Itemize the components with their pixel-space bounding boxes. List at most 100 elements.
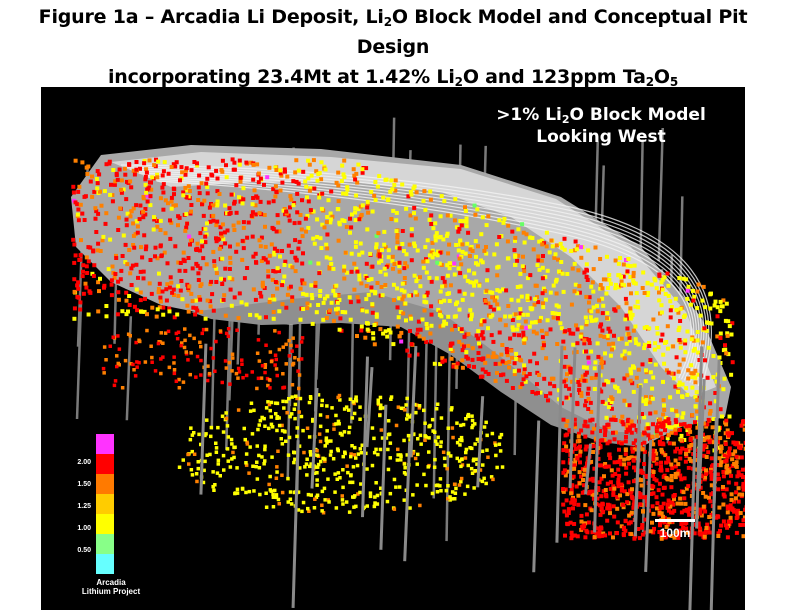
ore-block [195,241,200,246]
ore-block [587,477,592,482]
ore-block [458,443,462,447]
ore-block [217,192,222,196]
ore-block [676,310,681,315]
ore-block [550,244,555,249]
ore-block [132,368,136,372]
ore-block [388,456,392,460]
ore-block [469,314,474,319]
ore-block [193,312,198,317]
ore-block [196,271,201,276]
ore-block [572,463,577,468]
ore-block [167,309,172,314]
ore-block [406,433,411,438]
ore-block [102,345,107,349]
ore-block [321,300,326,305]
ore-block [716,514,721,519]
ore-block [491,339,496,344]
ore-block [290,395,294,399]
ore-block [730,457,735,462]
ore-block [155,172,160,177]
ore-block [186,288,191,293]
ore-block [214,266,219,271]
ore-block [504,288,509,293]
ore-block [356,492,360,496]
ore-block [155,175,160,180]
ore-block [651,470,656,474]
ore-block [654,286,659,291]
ore-block [158,299,163,304]
ore-block [657,290,661,295]
ore-block [295,344,299,348]
ore-block [430,491,435,496]
ore-block [325,404,329,408]
ore-block [300,509,304,514]
ore-block [149,180,153,185]
ore-block [694,390,699,395]
ore-block [460,365,465,370]
ore-block [651,491,656,496]
ore-block [565,419,570,424]
ore-block [702,326,707,331]
ore-block [588,400,593,405]
ore-block [446,496,450,501]
ore-block [287,354,292,358]
ore-block [463,492,467,496]
ore-block [202,468,206,473]
ore-block [480,215,485,220]
ore-block [741,419,745,424]
ore-block [274,229,279,234]
ore-block [71,184,76,189]
ore-block [218,225,223,230]
ore-block [235,466,239,470]
ore-block [591,289,596,294]
ore-block [242,276,247,281]
ore-block [701,491,706,495]
ore-block [96,241,101,246]
ore-block [693,404,698,409]
ore-block [115,354,119,358]
ore-block [88,179,93,184]
ore-block [661,474,666,479]
ore-block [386,419,391,423]
ore-block [695,338,700,343]
ore-block [292,450,296,454]
ore-block [129,209,134,214]
ore-block [673,418,678,423]
ore-block [562,247,567,252]
ore-block [203,459,207,464]
ore-block [450,490,455,494]
ore-block [334,506,339,510]
ore-block [281,386,285,390]
ore-block [532,351,537,356]
ore-block [649,282,654,287]
ore-block [305,426,310,430]
ore-block [428,331,433,336]
ore-block [365,321,370,326]
ore-block [465,484,470,489]
ore-block [686,465,691,470]
ore-block [337,298,342,302]
ore-block [511,327,516,332]
ore-block [640,447,645,452]
ore-block [677,276,682,281]
ore-block [703,443,708,448]
ore-block [150,175,155,180]
ore-block [611,535,615,540]
ore-block [679,522,684,526]
ore-block [275,213,280,218]
ore-block [289,250,294,255]
ore-block [400,242,405,246]
ore-block [192,336,196,341]
ore-block [459,423,463,428]
ore-block [279,173,284,178]
ore-block [597,442,602,447]
ore-block [84,255,89,260]
ore-block [297,239,302,244]
ore-block [482,248,487,253]
ore-block [260,415,264,420]
ore-block [397,269,402,274]
ore-block [244,160,249,165]
ore-block [677,380,682,385]
ore-block [255,477,260,481]
ore-block [562,509,567,514]
